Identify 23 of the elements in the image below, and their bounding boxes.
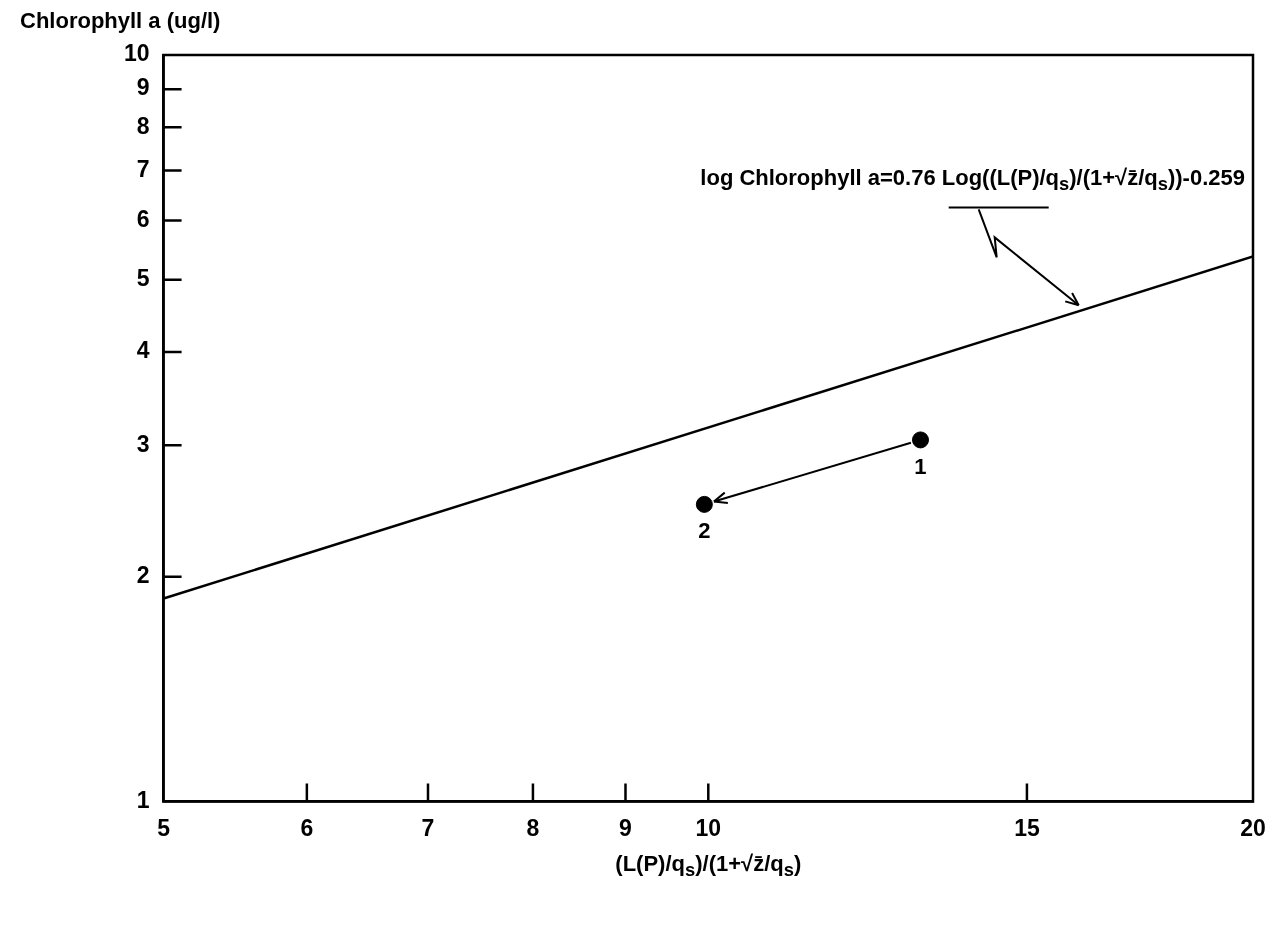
- annotation: 2: [698, 518, 711, 545]
- y-tick-label: 8: [136, 112, 150, 139]
- x-tick-label: 20: [1240, 814, 1266, 841]
- x-axis-title: (L(P)/q$_{s}$)/(1+√z̄/q$_{s}$): [615, 851, 802, 882]
- y-tick-label: 2: [136, 562, 150, 589]
- x-tick-label: 7: [421, 814, 435, 841]
- y-tick-label: 7: [136, 155, 150, 182]
- y-tick-label: 3: [136, 430, 150, 457]
- y-tick-label: 10: [123, 40, 150, 67]
- x-tick-label: 15: [1014, 814, 1040, 841]
- annotation: log Chlorophyll a=0.76 Log((L(P)/q$_{s}$)/(1+√z̄/q$_{s}$))-0.259: [700, 165, 1245, 196]
- x-tick-label: 10: [695, 814, 722, 841]
- y-tick-label: 4: [136, 337, 150, 364]
- y-axis-title: Chlorophyll a (ug/l): [20, 8, 221, 34]
- x-tick-label: 8: [526, 814, 540, 841]
- y-tick-label: 5: [136, 265, 150, 292]
- y-tick-label: 9: [136, 74, 150, 101]
- y-tick-label: 6: [136, 205, 150, 232]
- x-tick-label: 6: [300, 814, 314, 841]
- y-tick-label: 1: [136, 786, 150, 813]
- x-tick-label: 9: [619, 814, 632, 841]
- annotation: 1: [914, 453, 927, 480]
- x-tick-label: 5: [157, 814, 171, 841]
